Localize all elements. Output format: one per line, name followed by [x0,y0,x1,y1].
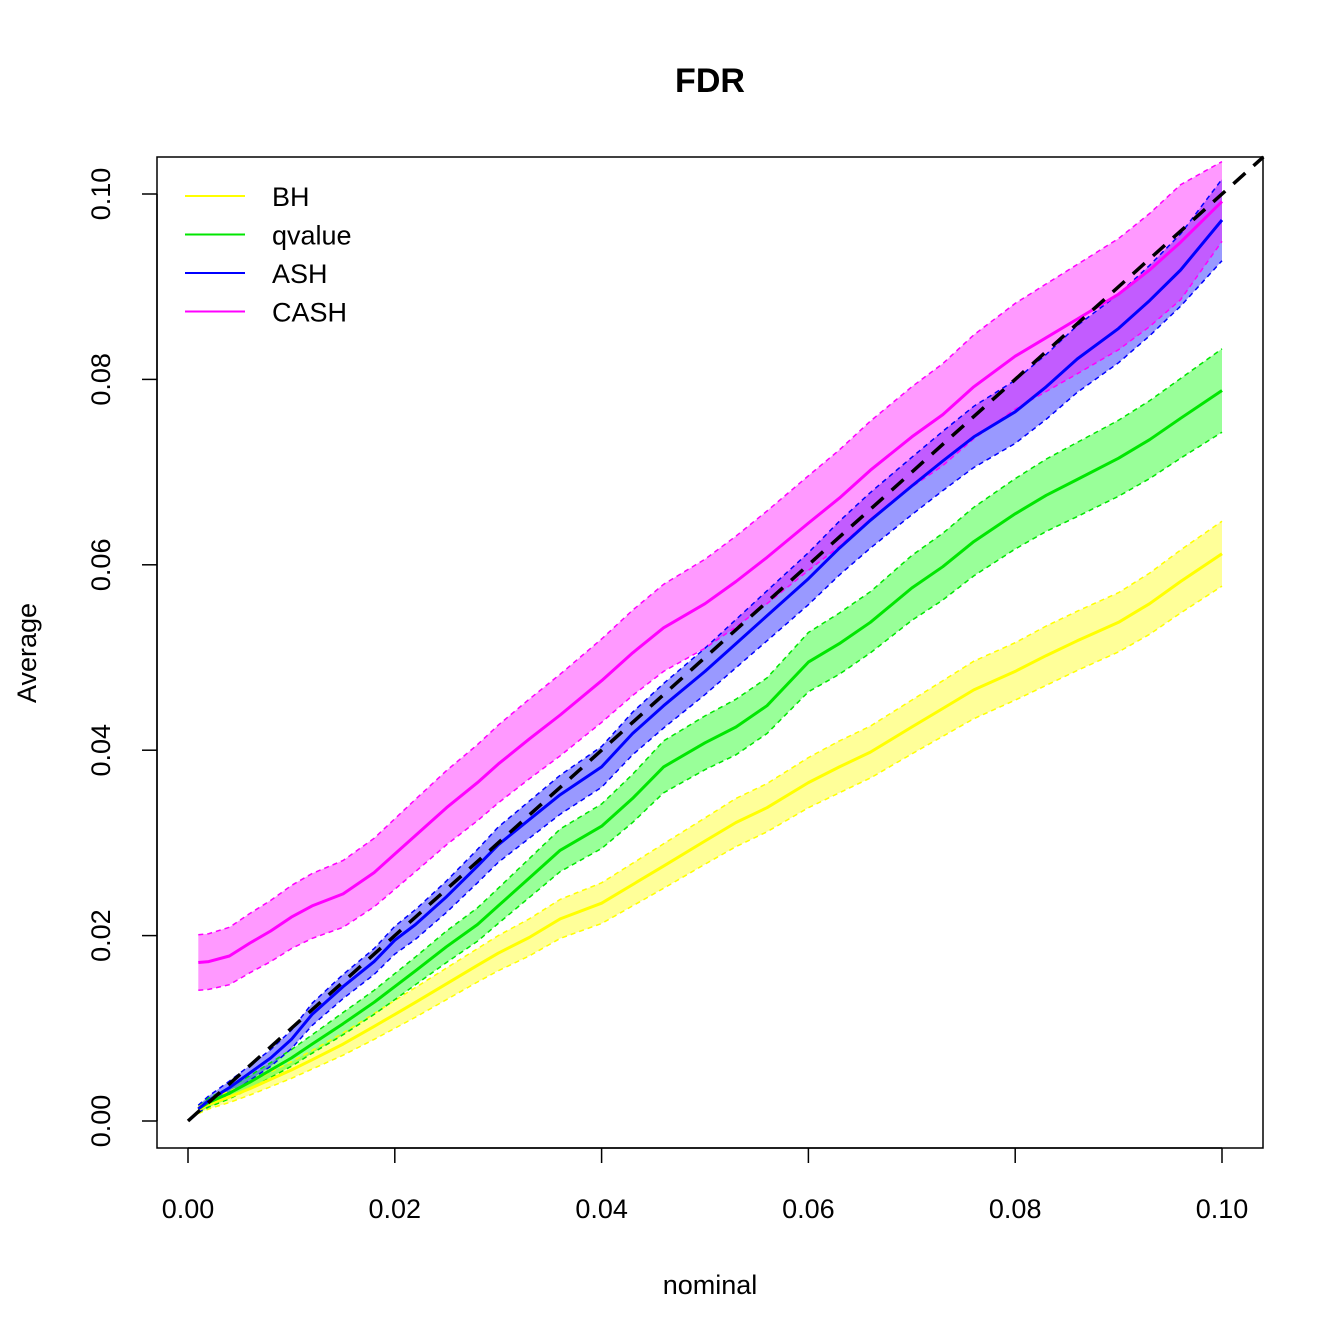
y-tick-label: 0.04 [86,724,116,777]
band-qvalue [198,348,1223,1113]
chart-title: FDR [675,62,745,100]
legend-label-qvalue: qvalue [272,221,352,251]
legend: BH qvalue ASH CASH [185,182,352,328]
x-tick-label: 0.02 [369,1194,422,1224]
legend-label-cash: CASH [272,298,347,328]
series-line-bh [197,552,1223,1112]
x-tick-label: 0.08 [989,1194,1042,1224]
series-line-ash [197,219,1224,1111]
series-line-cash [198,200,1224,964]
plot-layer [186,155,1265,1123]
series-line-qvalue [197,389,1223,1111]
legend-label-ash: ASH [272,259,328,289]
band-upper-bh [197,520,1223,1107]
x-tick-label: 0.06 [782,1194,835,1224]
band-lower-ash [197,260,1223,1114]
y-tick-label: 0.06 [86,539,116,592]
x-tick-label: 0.00 [162,1194,215,1224]
y-tick-label: 0.10 [86,168,116,221]
legend-label-bh: BH [272,182,310,212]
band-lower-qvalue [197,431,1223,1114]
band-bh [198,521,1223,1114]
y-tick-label: 0.00 [86,1095,116,1148]
band-upper-ash [197,178,1223,1106]
y-tick-label: 0.02 [86,909,116,962]
y-tick-label: 0.08 [86,353,116,406]
x-axis-label: nominal [663,1270,758,1300]
reference-line [186,155,1265,1123]
x-tick-label: 0.10 [1196,1194,1249,1224]
band-cash [198,161,1223,991]
band-lower-bh [197,585,1223,1115]
band-upper-qvalue [197,348,1223,1106]
axes-layer: 0.00 0.02 0.04 0.06 0.08 0.10 0.00 0.02 0.04 0.06… [86,168,1248,1224]
x-tick-label: 0.04 [575,1194,628,1224]
y-axis-label: Average [12,603,42,703]
